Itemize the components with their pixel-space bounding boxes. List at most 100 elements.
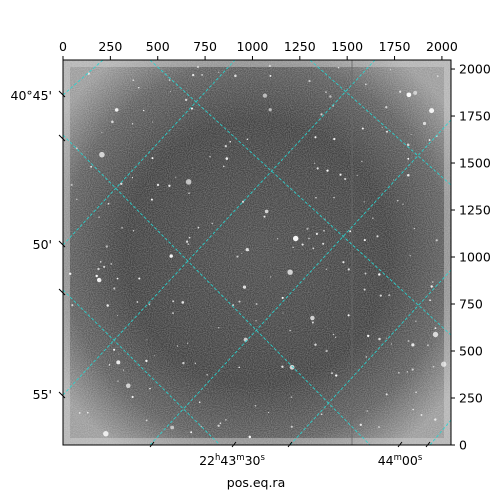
star: [390, 343, 392, 345]
star: [71, 304, 74, 307]
star: [181, 301, 185, 304]
star: [347, 268, 350, 271]
top-tick-label-7: 1750: [379, 39, 411, 54]
top-pixel-axis: 0 250 500 750 1000 1250 1500 1750 2000: [59, 39, 458, 60]
star: [113, 287, 116, 290]
star: [145, 359, 148, 363]
star: [182, 361, 185, 365]
star: [406, 371, 408, 373]
star: [200, 425, 203, 428]
star: [411, 368, 414, 371]
star: [363, 239, 366, 242]
star: [132, 79, 135, 82]
star: [413, 228, 415, 230]
star: [86, 411, 89, 414]
star: [168, 184, 171, 187]
star: [110, 263, 113, 265]
right-tick-label-8: 2000: [459, 62, 491, 77]
star: [223, 165, 225, 168]
top-tick-label-0: 0: [59, 39, 67, 54]
star: [361, 160, 363, 163]
star: [117, 314, 118, 316]
star: [206, 373, 209, 376]
star: [187, 243, 190, 245]
star: [114, 108, 119, 112]
star: [152, 121, 154, 123]
star: [68, 272, 72, 276]
right-tick-label-7: 1750: [459, 109, 491, 124]
star: [322, 242, 325, 245]
star: [402, 203, 404, 205]
star: [264, 209, 269, 214]
star: [292, 235, 299, 242]
star: [311, 321, 314, 324]
star: [145, 419, 148, 422]
star: [434, 327, 437, 330]
star: [190, 107, 194, 110]
star: [308, 237, 310, 240]
star: [315, 232, 318, 235]
star: [169, 90, 171, 93]
star: [428, 139, 431, 141]
ra-label-2: 44m00s: [378, 453, 423, 468]
star: [385, 393, 388, 396]
star: [385, 106, 388, 109]
star: [325, 268, 328, 270]
star: [337, 66, 340, 69]
star: [70, 183, 73, 186]
star: [325, 349, 328, 353]
star: [347, 314, 350, 317]
star: [151, 157, 154, 160]
star: [432, 331, 439, 338]
star: [209, 155, 211, 158]
star: [143, 109, 145, 112]
star: [407, 157, 410, 160]
star: [434, 418, 437, 421]
star: [269, 74, 272, 77]
star: [185, 240, 189, 243]
star: [146, 339, 148, 341]
star: [415, 391, 417, 394]
right-tick-label-4: 1000: [459, 250, 491, 265]
star: [333, 196, 335, 199]
star: [217, 424, 220, 427]
sky-image: [63, 60, 451, 445]
right-tick-label-2: 500: [459, 344, 483, 359]
dec-label-1: 40°45': [11, 88, 53, 103]
star: [282, 312, 284, 314]
star: [308, 79, 311, 83]
star: [194, 362, 196, 364]
star: [101, 131, 103, 133]
star: [332, 333, 335, 336]
star: [131, 395, 134, 399]
top-tick-label-5: 1250: [284, 39, 316, 54]
star: [172, 300, 175, 303]
star: [103, 430, 109, 437]
star: [386, 130, 388, 133]
star: [97, 267, 100, 271]
star: [187, 342, 189, 344]
star: [378, 337, 381, 341]
top-tick-label-8: 2000: [426, 39, 458, 54]
star: [120, 182, 123, 186]
right-tick-label-1: 250: [459, 391, 483, 406]
star: [339, 173, 342, 176]
star: [281, 296, 284, 299]
star: [170, 425, 175, 430]
star: [111, 120, 114, 124]
star: [131, 122, 134, 125]
star: [148, 303, 151, 306]
star: [117, 380, 119, 382]
star: [323, 230, 325, 232]
star: [192, 73, 195, 77]
coordinate-grid: [63, 60, 451, 445]
star: [287, 269, 293, 275]
star: [219, 422, 222, 425]
star: [367, 334, 370, 338]
star: [426, 344, 429, 347]
star: [229, 140, 232, 143]
star: [116, 277, 119, 280]
star: [371, 217, 374, 220]
dec-label-3: 55': [33, 387, 52, 402]
star: [281, 365, 284, 368]
